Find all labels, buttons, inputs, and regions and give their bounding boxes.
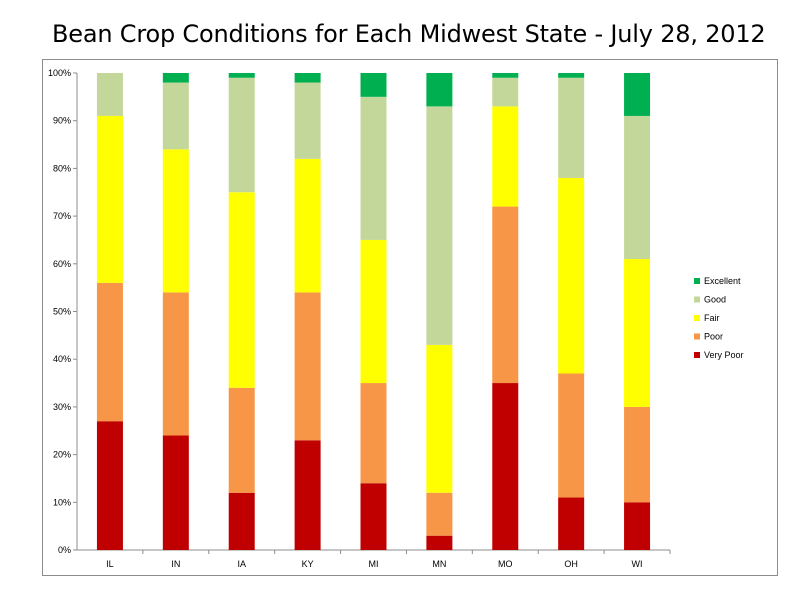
chart-title: Bean Crop Conditions for Each Midwest St… <box>52 20 766 48</box>
x-tick-label: MO <box>498 559 513 569</box>
y-tick-label: 10% <box>53 497 71 507</box>
y-tick-label: 90% <box>53 116 71 126</box>
y-tick-label: 20% <box>53 450 71 460</box>
legend-swatch <box>694 315 700 321</box>
legend-label: Poor <box>704 332 723 342</box>
x-tick-label: WI <box>632 559 643 569</box>
x-tick-label: IN <box>171 559 180 569</box>
bar-segment-poor <box>294 292 321 441</box>
bar-segment-fair <box>492 106 519 207</box>
bar-segment-poor <box>426 492 453 536</box>
x-tick-label: IA <box>237 559 246 569</box>
bar-segment-fair <box>162 149 189 293</box>
bar-segment-poor <box>96 282 123 422</box>
bar-segment-excellent <box>624 73 651 116</box>
legend-swatch <box>694 278 700 284</box>
bar-segment-poor <box>492 206 519 384</box>
bar-segment-poor <box>360 383 387 484</box>
y-tick-label: 60% <box>53 259 71 269</box>
bar-segment-excellent <box>426 73 453 107</box>
bar-segment-good <box>294 82 321 159</box>
bar-segment-fair <box>360 239 387 384</box>
legend-swatch <box>694 333 700 340</box>
x-tick-label: OH <box>564 559 578 569</box>
bar-segment-very-poor <box>624 502 651 550</box>
legend-swatch <box>694 296 700 303</box>
y-tick-label: 0% <box>58 545 71 555</box>
bar-segment-fair <box>228 192 255 388</box>
bar-segment-poor <box>558 373 585 498</box>
bar-segment-excellent <box>360 73 387 97</box>
y-tick-label: 50% <box>53 307 71 317</box>
bar-segment-fair <box>426 344 453 493</box>
bar-segment-fair <box>558 177 585 374</box>
y-tick-label: 40% <box>53 354 71 364</box>
bar-segment-poor <box>162 292 189 436</box>
bar-segment-very-poor <box>294 440 321 550</box>
bar-segment-excellent <box>228 73 255 78</box>
x-tick-label: KY <box>302 559 314 569</box>
bar-segment-poor <box>228 387 255 493</box>
bar-segment-fair <box>96 115 123 283</box>
y-tick-label: 80% <box>53 163 71 173</box>
bar-segment-excellent <box>558 73 585 78</box>
bar-segment-very-poor <box>96 421 123 550</box>
legend-label: Very Poor <box>704 350 744 360</box>
bar-segment-very-poor <box>426 535 453 550</box>
bar-segment-good <box>360 96 387 240</box>
bar-segment-good <box>492 77 519 107</box>
bar-segment-excellent <box>162 73 189 83</box>
legend-label: Fair <box>704 313 720 323</box>
bar-segment-good <box>96 73 123 116</box>
bar-segment-very-poor <box>228 492 255 550</box>
bar-segment-very-poor <box>360 483 387 550</box>
bar-segment-good <box>624 115 651 260</box>
y-tick-label: 100% <box>48 68 71 78</box>
bar-segment-excellent <box>492 73 519 78</box>
bar-segment-good <box>558 77 585 178</box>
chart-frame <box>42 59 778 576</box>
legend-swatch <box>694 352 700 358</box>
bar-segment-very-poor <box>162 435 189 550</box>
x-tick-label: MN <box>432 559 446 569</box>
legend-label: Excellent <box>704 276 741 286</box>
legend-label: Good <box>704 295 726 305</box>
bar-segment-fair <box>624 259 651 407</box>
x-tick-label: IL <box>106 559 114 569</box>
bar-segment-excellent <box>294 73 321 83</box>
bar-segment-good <box>228 77 255 193</box>
bar-segment-fair <box>294 158 321 293</box>
bar-segment-very-poor <box>558 497 585 550</box>
bar-segment-good <box>426 106 453 345</box>
y-tick-label: 70% <box>53 211 71 221</box>
bar-segment-very-poor <box>492 383 519 550</box>
bar-segment-good <box>162 82 189 150</box>
x-tick-label: MI <box>369 559 379 569</box>
y-tick-label: 30% <box>53 402 71 412</box>
bar-segment-poor <box>624 406 651 503</box>
